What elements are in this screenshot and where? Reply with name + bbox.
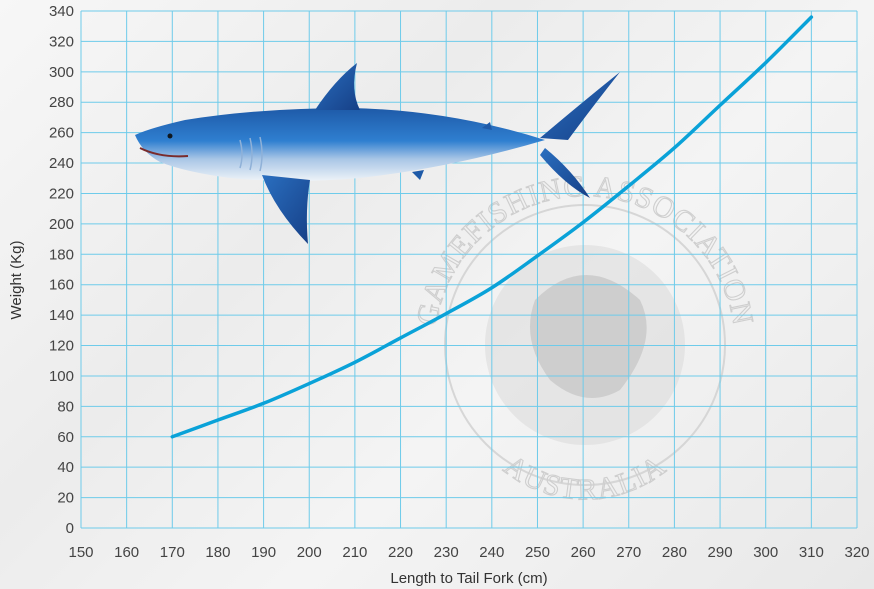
x-axis-label: Length to Tail Fork (cm) xyxy=(390,570,547,587)
x-tick-labels: 150 160 170 180 190 200 210 220 230 240 250 260 270 2… xyxy=(68,544,869,561)
x-tick-label: 210 xyxy=(342,544,367,561)
y-tick-label: 80 xyxy=(57,398,74,415)
x-tick-label: 190 xyxy=(251,544,276,561)
y-tick-label: 60 xyxy=(57,429,74,446)
y-tick-label: 340 xyxy=(49,3,74,20)
x-tick-label: 270 xyxy=(616,544,641,561)
y-tick-label: 100 xyxy=(49,368,74,385)
x-tick-label: 220 xyxy=(388,544,413,561)
y-tick-label: 260 xyxy=(49,125,74,142)
y-tick-label: 300 xyxy=(49,64,74,81)
x-tick-label: 260 xyxy=(571,544,596,561)
y-tick-label: 280 xyxy=(49,94,74,111)
x-tick-label: 230 xyxy=(434,544,459,561)
weight-curve-line xyxy=(170,15,814,439)
y-tick-label: 140 xyxy=(49,307,74,324)
x-tick-label: 160 xyxy=(114,544,139,561)
x-tick-label: 300 xyxy=(753,544,778,561)
y-tick-label: 200 xyxy=(49,216,74,233)
y-tick-label: 40 xyxy=(57,459,74,476)
y-tick-label: 180 xyxy=(49,246,74,263)
x-tick-label: 290 xyxy=(708,544,733,561)
y-tick-label: 20 xyxy=(57,490,74,507)
y-axis-label: Weight (Kg) xyxy=(8,241,25,320)
y-tick-label: 220 xyxy=(49,185,74,202)
x-tick-label: 320 xyxy=(844,544,869,561)
mako-shark-icon xyxy=(135,63,620,244)
y-tick-label: 120 xyxy=(49,338,74,355)
y-tick-label: 0 xyxy=(66,520,74,537)
y-tick-labels: 0 20 40 60 80 100 120 140 160 180 200 220 240 260 280 3… xyxy=(49,3,74,537)
x-tick-label: 240 xyxy=(479,544,504,561)
y-tick-label: 320 xyxy=(49,33,74,50)
x-tick-label: 150 xyxy=(68,544,93,561)
x-tick-label: 170 xyxy=(160,544,185,561)
y-tick-label: 160 xyxy=(49,277,74,294)
x-tick-label: 180 xyxy=(205,544,230,561)
x-tick-label: 280 xyxy=(662,544,687,561)
x-tick-label: 200 xyxy=(297,544,322,561)
grid xyxy=(80,10,858,529)
x-tick-label: 250 xyxy=(525,544,550,561)
y-tick-label: 240 xyxy=(49,155,74,172)
x-tick-label: 310 xyxy=(799,544,824,561)
